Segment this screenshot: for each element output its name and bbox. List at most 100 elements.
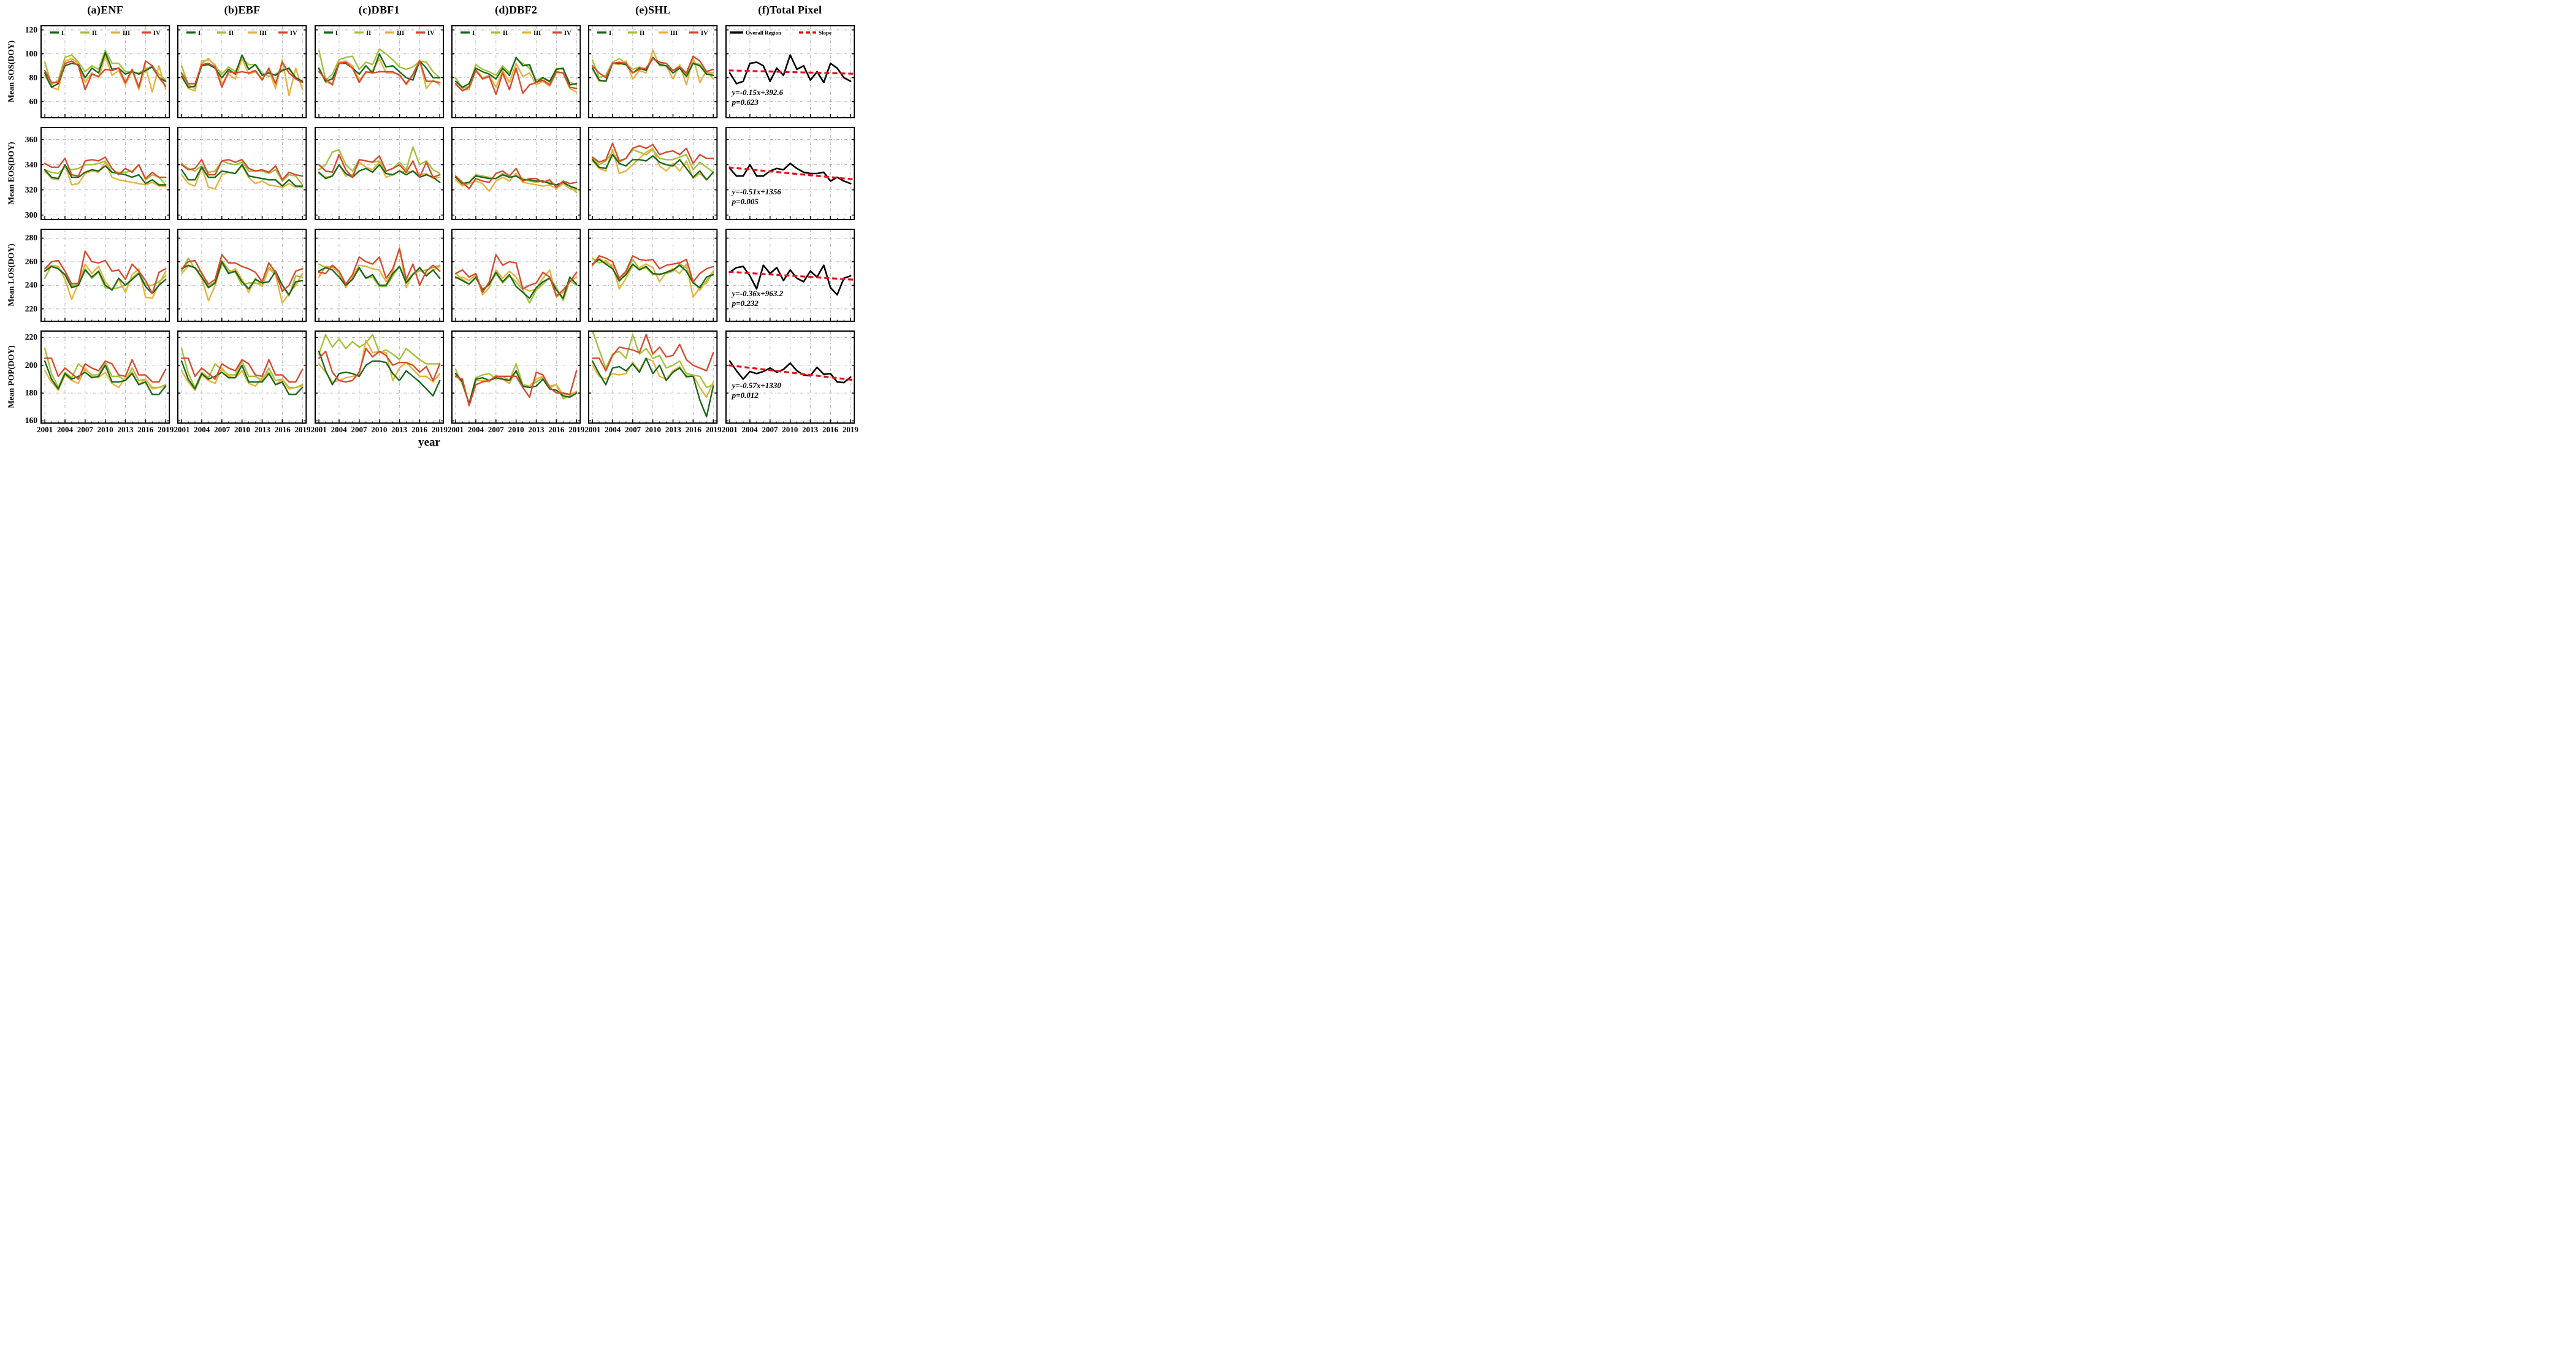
y-axis-los: Mean LOS(DOY) 280 260 240 220 — [0, 229, 40, 322]
y-tick-label: 80 — [29, 72, 38, 82]
y-tick-label: 200 — [25, 360, 37, 370]
y-tick-label: 180 — [25, 388, 37, 398]
legend-label-II: II — [640, 30, 644, 37]
series-line-III — [318, 58, 441, 90]
x-tick-label: 2010 — [234, 425, 250, 434]
chart-row-sos: Mean SOS(DOY) 120 100 80 60 I II III IV I II III… — [0, 25, 858, 118]
series-line-III — [592, 147, 714, 181]
series-line-IV — [454, 167, 578, 189]
x-tick-label: 2013 — [391, 425, 408, 434]
y-tick-labels-sos: 120 100 80 60 — [10, 25, 37, 118]
x-tick-cell: 2001 2004 2007 2010 2013 2016 2019 — [448, 425, 584, 436]
x-tick-cell: 2001 2004 2007 2010 2013 2016 2019 — [174, 425, 310, 436]
x-tick-label: 2004 — [741, 425, 758, 434]
chart-canvas: I II III IV — [588, 25, 718, 118]
chart-canvas — [314, 229, 444, 322]
series-line-IV — [592, 255, 714, 283]
x-tick-cell: 2001 2004 2007 2010 2013 2016 2019 — [722, 425, 858, 436]
chart-canvas — [451, 330, 581, 424]
series-line-IV — [318, 348, 441, 383]
y-tick-label: 260 — [25, 256, 37, 266]
x-tick-label: 2010 — [508, 425, 524, 434]
x-tick-label: 2001 — [584, 425, 601, 434]
y-tick-label: 160 — [25, 416, 37, 425]
axis-border — [177, 330, 307, 424]
axis-border — [40, 25, 170, 118]
chart-canvas: I II III IV — [451, 25, 581, 118]
series-line-II — [318, 334, 441, 365]
series-line-IV — [318, 153, 441, 178]
panel-los-dbf2 — [451, 229, 581, 322]
y-axis-sos: Mean SOS(DOY) 120 100 80 60 — [0, 25, 40, 118]
x-tick-label: 2004 — [467, 425, 484, 434]
legend-label-I: I — [335, 30, 338, 37]
chart-canvas — [314, 330, 444, 424]
legend-label-slope: Slope — [819, 29, 831, 36]
legend-label-I: I — [198, 30, 201, 37]
series-line-IV — [318, 248, 441, 286]
chart-canvas: I II III IV — [177, 25, 307, 118]
axis-border — [451, 25, 581, 118]
axis-border — [314, 127, 444, 220]
axis-border — [725, 25, 855, 118]
legend-label-III: III — [397, 30, 404, 37]
chart-canvas — [451, 127, 581, 220]
chart-canvas: I II III IV — [314, 25, 444, 118]
overall-line — [728, 162, 852, 185]
axis-border — [451, 229, 581, 322]
panel-pop-dbf1 — [314, 330, 444, 424]
y-tick-label: 240 — [25, 280, 37, 290]
series-line-III — [592, 257, 714, 298]
x-tick-label: 2019 — [431, 425, 448, 434]
panel-los-enf — [40, 229, 170, 322]
panel-pop-ebf — [177, 330, 307, 424]
legend-label-II: II — [503, 30, 508, 37]
panel-eos-enf — [40, 127, 170, 220]
axis-border — [588, 229, 718, 322]
series-line-I — [454, 271, 578, 299]
x-tick-label: 2007 — [762, 425, 778, 434]
x-tick-cell: 2001 2004 2007 2010 2013 2016 2019 — [584, 425, 721, 436]
series-line-II — [181, 160, 304, 186]
panel-eos-dbf1 — [314, 127, 444, 220]
slope-line — [728, 364, 853, 381]
legend-label-I: I — [61, 30, 64, 37]
axis-border — [314, 229, 444, 322]
y-tick-labels-los: 280 260 240 220 — [10, 229, 37, 322]
x-tick-label: 2019 — [842, 425, 858, 434]
axis-border — [588, 330, 718, 424]
series-line-I — [592, 357, 714, 418]
series-line-I — [318, 265, 441, 286]
series-line-I — [181, 164, 304, 187]
chart-canvas — [177, 229, 307, 322]
series-line-I — [44, 52, 167, 88]
figure: (a)ENF (b)EBF (c)DBF1 (d)DBF2 (e)SHL (f)… — [0, 0, 858, 451]
column-title-shl: (e)SHL — [635, 4, 671, 16]
x-tick-label: 2019 — [294, 425, 311, 434]
axis-border — [40, 127, 170, 220]
legend-label-IV: IV — [701, 30, 708, 37]
chart-row-pop: Mean POP(DOY) 220 200 180 160 y=-0.57x+1330… — [0, 330, 858, 425]
series-line-I — [318, 350, 441, 397]
chart-canvas — [177, 330, 307, 424]
x-tick-label: 2010 — [371, 425, 388, 434]
column-title-dbf2: (d)DBF2 — [495, 4, 538, 16]
chart-canvas — [588, 330, 718, 424]
x-tick-label: 2016 — [274, 425, 291, 434]
x-tick-label: 2004 — [194, 425, 210, 434]
chart-canvas — [588, 127, 718, 220]
chart-canvas — [314, 127, 444, 220]
panel-strip-pop: y=-0.57x+1330 p=0.012 — [40, 330, 855, 424]
x-tick-label: 2013 — [528, 425, 545, 434]
axis-border — [588, 127, 718, 220]
series-line-IV — [181, 357, 304, 383]
legend-label-II: II — [92, 30, 97, 37]
series-line-IV — [44, 156, 167, 180]
series-line-I — [44, 265, 167, 295]
column-title-total: (f)Total Pixel — [758, 4, 822, 16]
chart-canvas — [40, 127, 170, 220]
x-tick-label: 2016 — [137, 425, 154, 434]
column-title-dbf1: (c)DBF1 — [358, 4, 400, 16]
series-line-I — [44, 360, 167, 395]
x-tick-label: 2019 — [158, 425, 174, 434]
